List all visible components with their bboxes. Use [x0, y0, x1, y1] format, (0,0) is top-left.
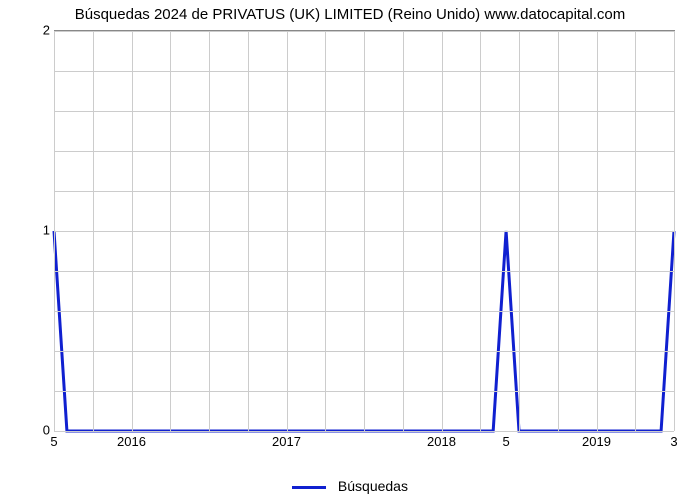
gridline-v: [403, 31, 404, 431]
point-label: 3: [670, 434, 677, 449]
gridline-v: [287, 31, 288, 431]
gridline-v: [93, 31, 94, 431]
y-axis-label: 0: [36, 423, 50, 438]
gridline-v: [170, 31, 171, 431]
gridline-v: [480, 31, 481, 431]
gridline-h: [54, 431, 674, 432]
gridline-v: [54, 31, 55, 431]
gridline-v: [248, 31, 249, 431]
chart-container: Búsquedas 2024 de PRIVATUS (UK) LIMITED …: [0, 0, 700, 500]
y-axis-label: 1: [36, 223, 50, 238]
gridline-v: [674, 31, 675, 431]
x-axis-label: 2016: [117, 434, 146, 449]
plot-area: [54, 30, 675, 431]
gridline-v: [558, 31, 559, 431]
gridline-v: [597, 31, 598, 431]
x-axis-label: 2018: [427, 434, 456, 449]
point-label: 5: [50, 434, 57, 449]
y-axis-label: 2: [36, 23, 50, 38]
gridline-v: [519, 31, 520, 431]
gridline-v: [325, 31, 326, 431]
gridline-v: [209, 31, 210, 431]
legend-label: Búsquedas: [338, 478, 408, 494]
legend-swatch: [292, 486, 326, 489]
gridline-v: [635, 31, 636, 431]
gridline-v: [364, 31, 365, 431]
gridline-v: [442, 31, 443, 431]
chart-title: Búsquedas 2024 de PRIVATUS (UK) LIMITED …: [0, 6, 700, 23]
point-label: 5: [502, 434, 509, 449]
x-axis-label: 2017: [272, 434, 301, 449]
legend: Búsquedas: [0, 478, 700, 494]
gridline-v: [132, 31, 133, 431]
x-axis-label: 2019: [582, 434, 611, 449]
